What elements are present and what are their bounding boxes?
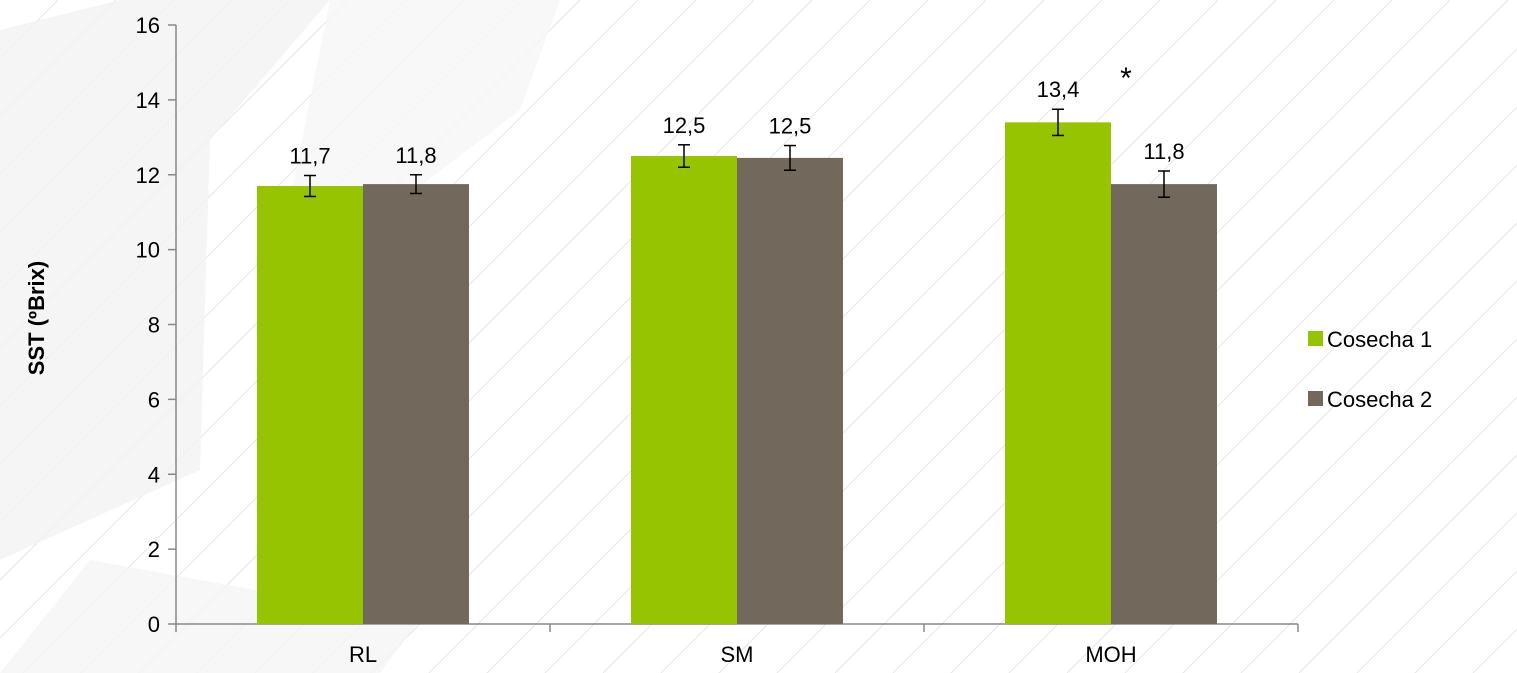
y-tick-label: 2 — [148, 537, 160, 562]
legend-label: Cosecha 1 — [1327, 327, 1432, 352]
data-label: 12,5 — [663, 113, 706, 138]
bar — [737, 157, 843, 624]
bar — [631, 156, 737, 624]
legend-swatch — [1308, 331, 1323, 346]
data-label: 11,7 — [289, 143, 330, 168]
significance-marker: * — [1120, 62, 1132, 95]
legend-label: Cosecha 2 — [1327, 387, 1432, 412]
bar — [257, 185, 363, 624]
data-label: 13,4 — [1037, 77, 1080, 102]
y-tick-label: 0 — [148, 612, 160, 637]
y-tick-label: 12 — [136, 163, 160, 188]
y-tick-label: 4 — [148, 462, 160, 487]
y-tick-label: 8 — [148, 313, 160, 338]
plot-area: 0 2 4 6 8 10 12 14 16 RL SM MOH SST (ºBrix) 11,7 11,8 1… — [24, 13, 1299, 667]
data-label: 11,8 — [395, 143, 436, 168]
y-tick-label: 6 — [148, 387, 160, 412]
legend-swatch — [1308, 391, 1323, 406]
y-tick-label: 10 — [136, 238, 160, 263]
y-axis-title: SST (ºBrix) — [24, 261, 49, 375]
data-label: 11,8 — [1143, 139, 1184, 164]
bar — [1005, 122, 1111, 625]
data-label: 12,5 — [769, 114, 812, 139]
y-tick-label: 14 — [136, 88, 160, 113]
x-tick-label: SM — [721, 642, 754, 667]
legend: Cosecha 1 Cosecha 2 — [1308, 327, 1432, 412]
bar — [1111, 184, 1217, 624]
x-tick-label: MOH — [1085, 642, 1136, 667]
x-tick-label: RL — [349, 642, 377, 667]
bar — [363, 184, 469, 624]
y-tick-label: 16 — [136, 13, 160, 38]
